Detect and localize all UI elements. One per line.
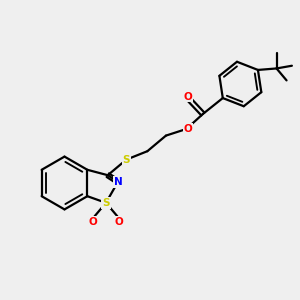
Text: O: O (115, 217, 123, 227)
Text: O: O (184, 124, 192, 134)
Text: S: S (123, 154, 130, 165)
Text: O: O (89, 217, 98, 227)
Text: N: N (114, 177, 122, 187)
Text: S: S (102, 198, 110, 208)
Text: O: O (184, 92, 192, 102)
